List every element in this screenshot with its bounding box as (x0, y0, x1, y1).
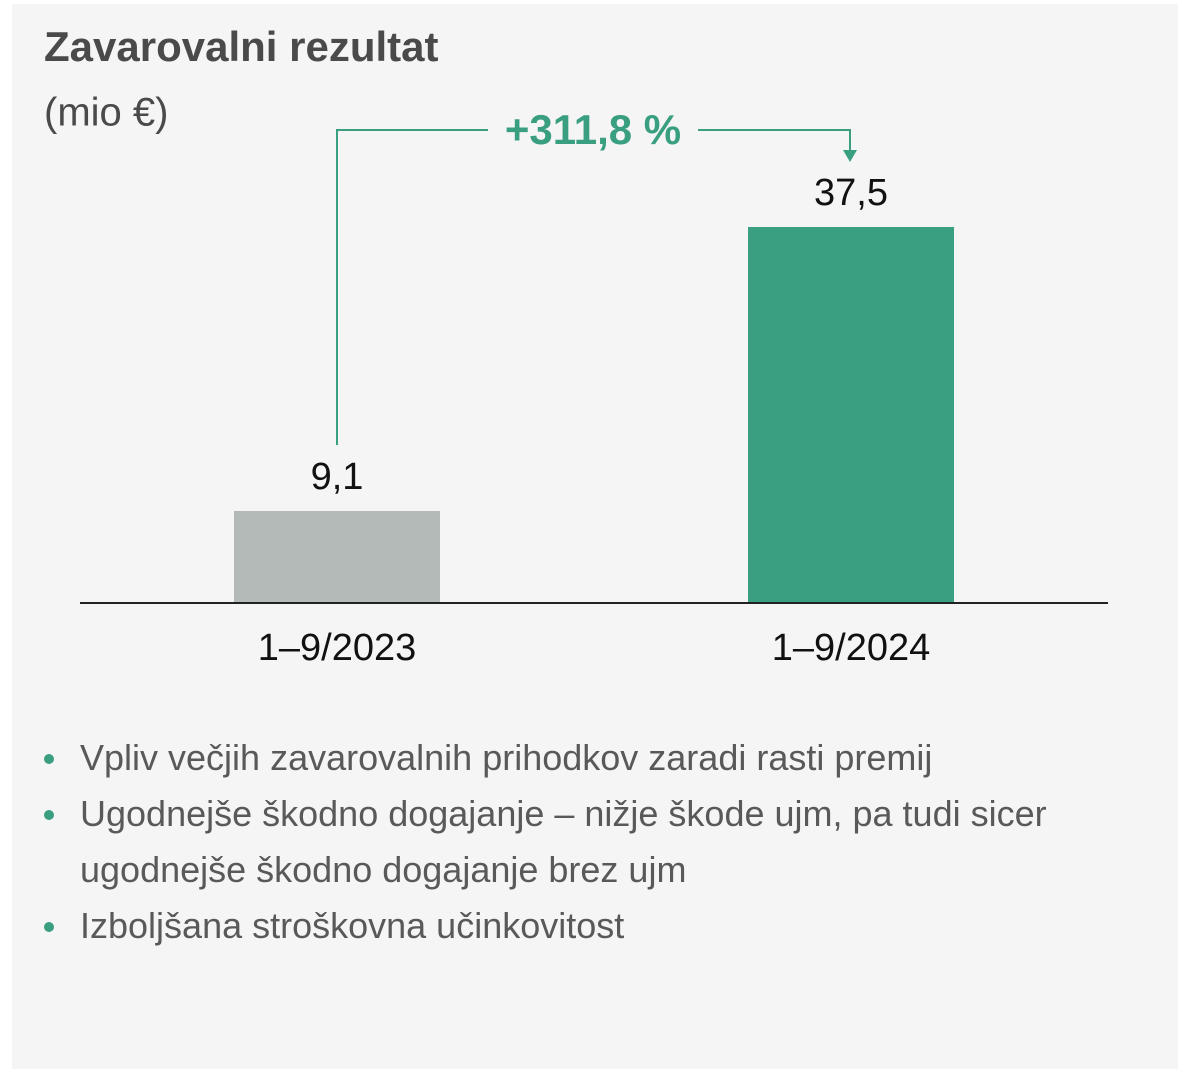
x-tick-label: 1–9/2023 (258, 627, 417, 669)
note: Izboljšana stroškovna učinkovitost (40, 898, 1170, 954)
annotation-bg (488, 108, 698, 154)
value-label: 37,5 (814, 172, 888, 214)
arrow-head (843, 150, 857, 162)
note: Vpliv večjih zavarovalnih prihodkov zara… (40, 730, 1170, 786)
panel (12, 4, 1178, 1069)
notes: Vpliv večjih zavarovalnih prihodkov zara… (40, 730, 1170, 954)
value-label: 9,1 (311, 456, 364, 498)
bar (748, 227, 954, 602)
chart: Zavarovalni rezultat (mio €) 9,1 1–9/2023… (44, 23, 1108, 669)
x-tick-label: 1–9/2024 (772, 627, 931, 669)
chart-title: Zavarovalni rezultat (44, 23, 438, 70)
note: Ugodnejše škodno dogajanje – nižje škode… (40, 786, 1170, 898)
annotation: +311,8 % (505, 106, 681, 153)
bar (234, 511, 440, 602)
chart-subtitle: (mio €) (44, 91, 168, 135)
